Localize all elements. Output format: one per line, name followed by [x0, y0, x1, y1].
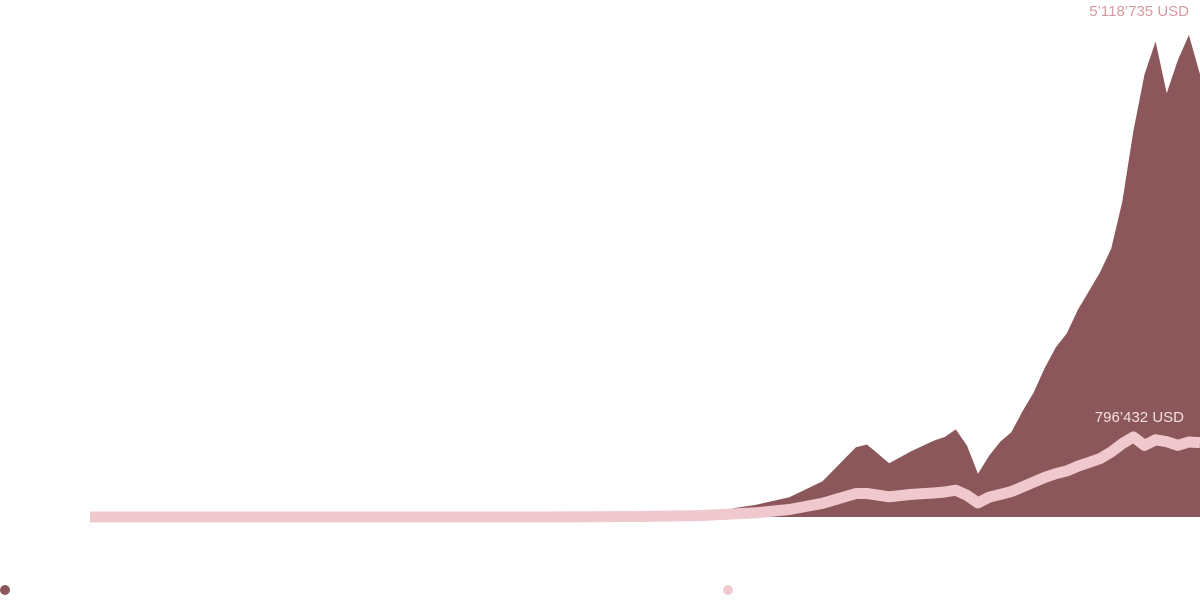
series-1-end-label: 5’118’735 USD	[1089, 3, 1189, 20]
series-2-line	[90, 431, 1200, 523]
legend-dot-series-1	[0, 585, 10, 595]
series-2-end-label: 796’432 USD	[1095, 409, 1184, 426]
legend-dot-series-2	[723, 585, 733, 595]
gridlines	[90, 139, 1200, 424]
series-1-area	[90, 35, 1200, 517]
